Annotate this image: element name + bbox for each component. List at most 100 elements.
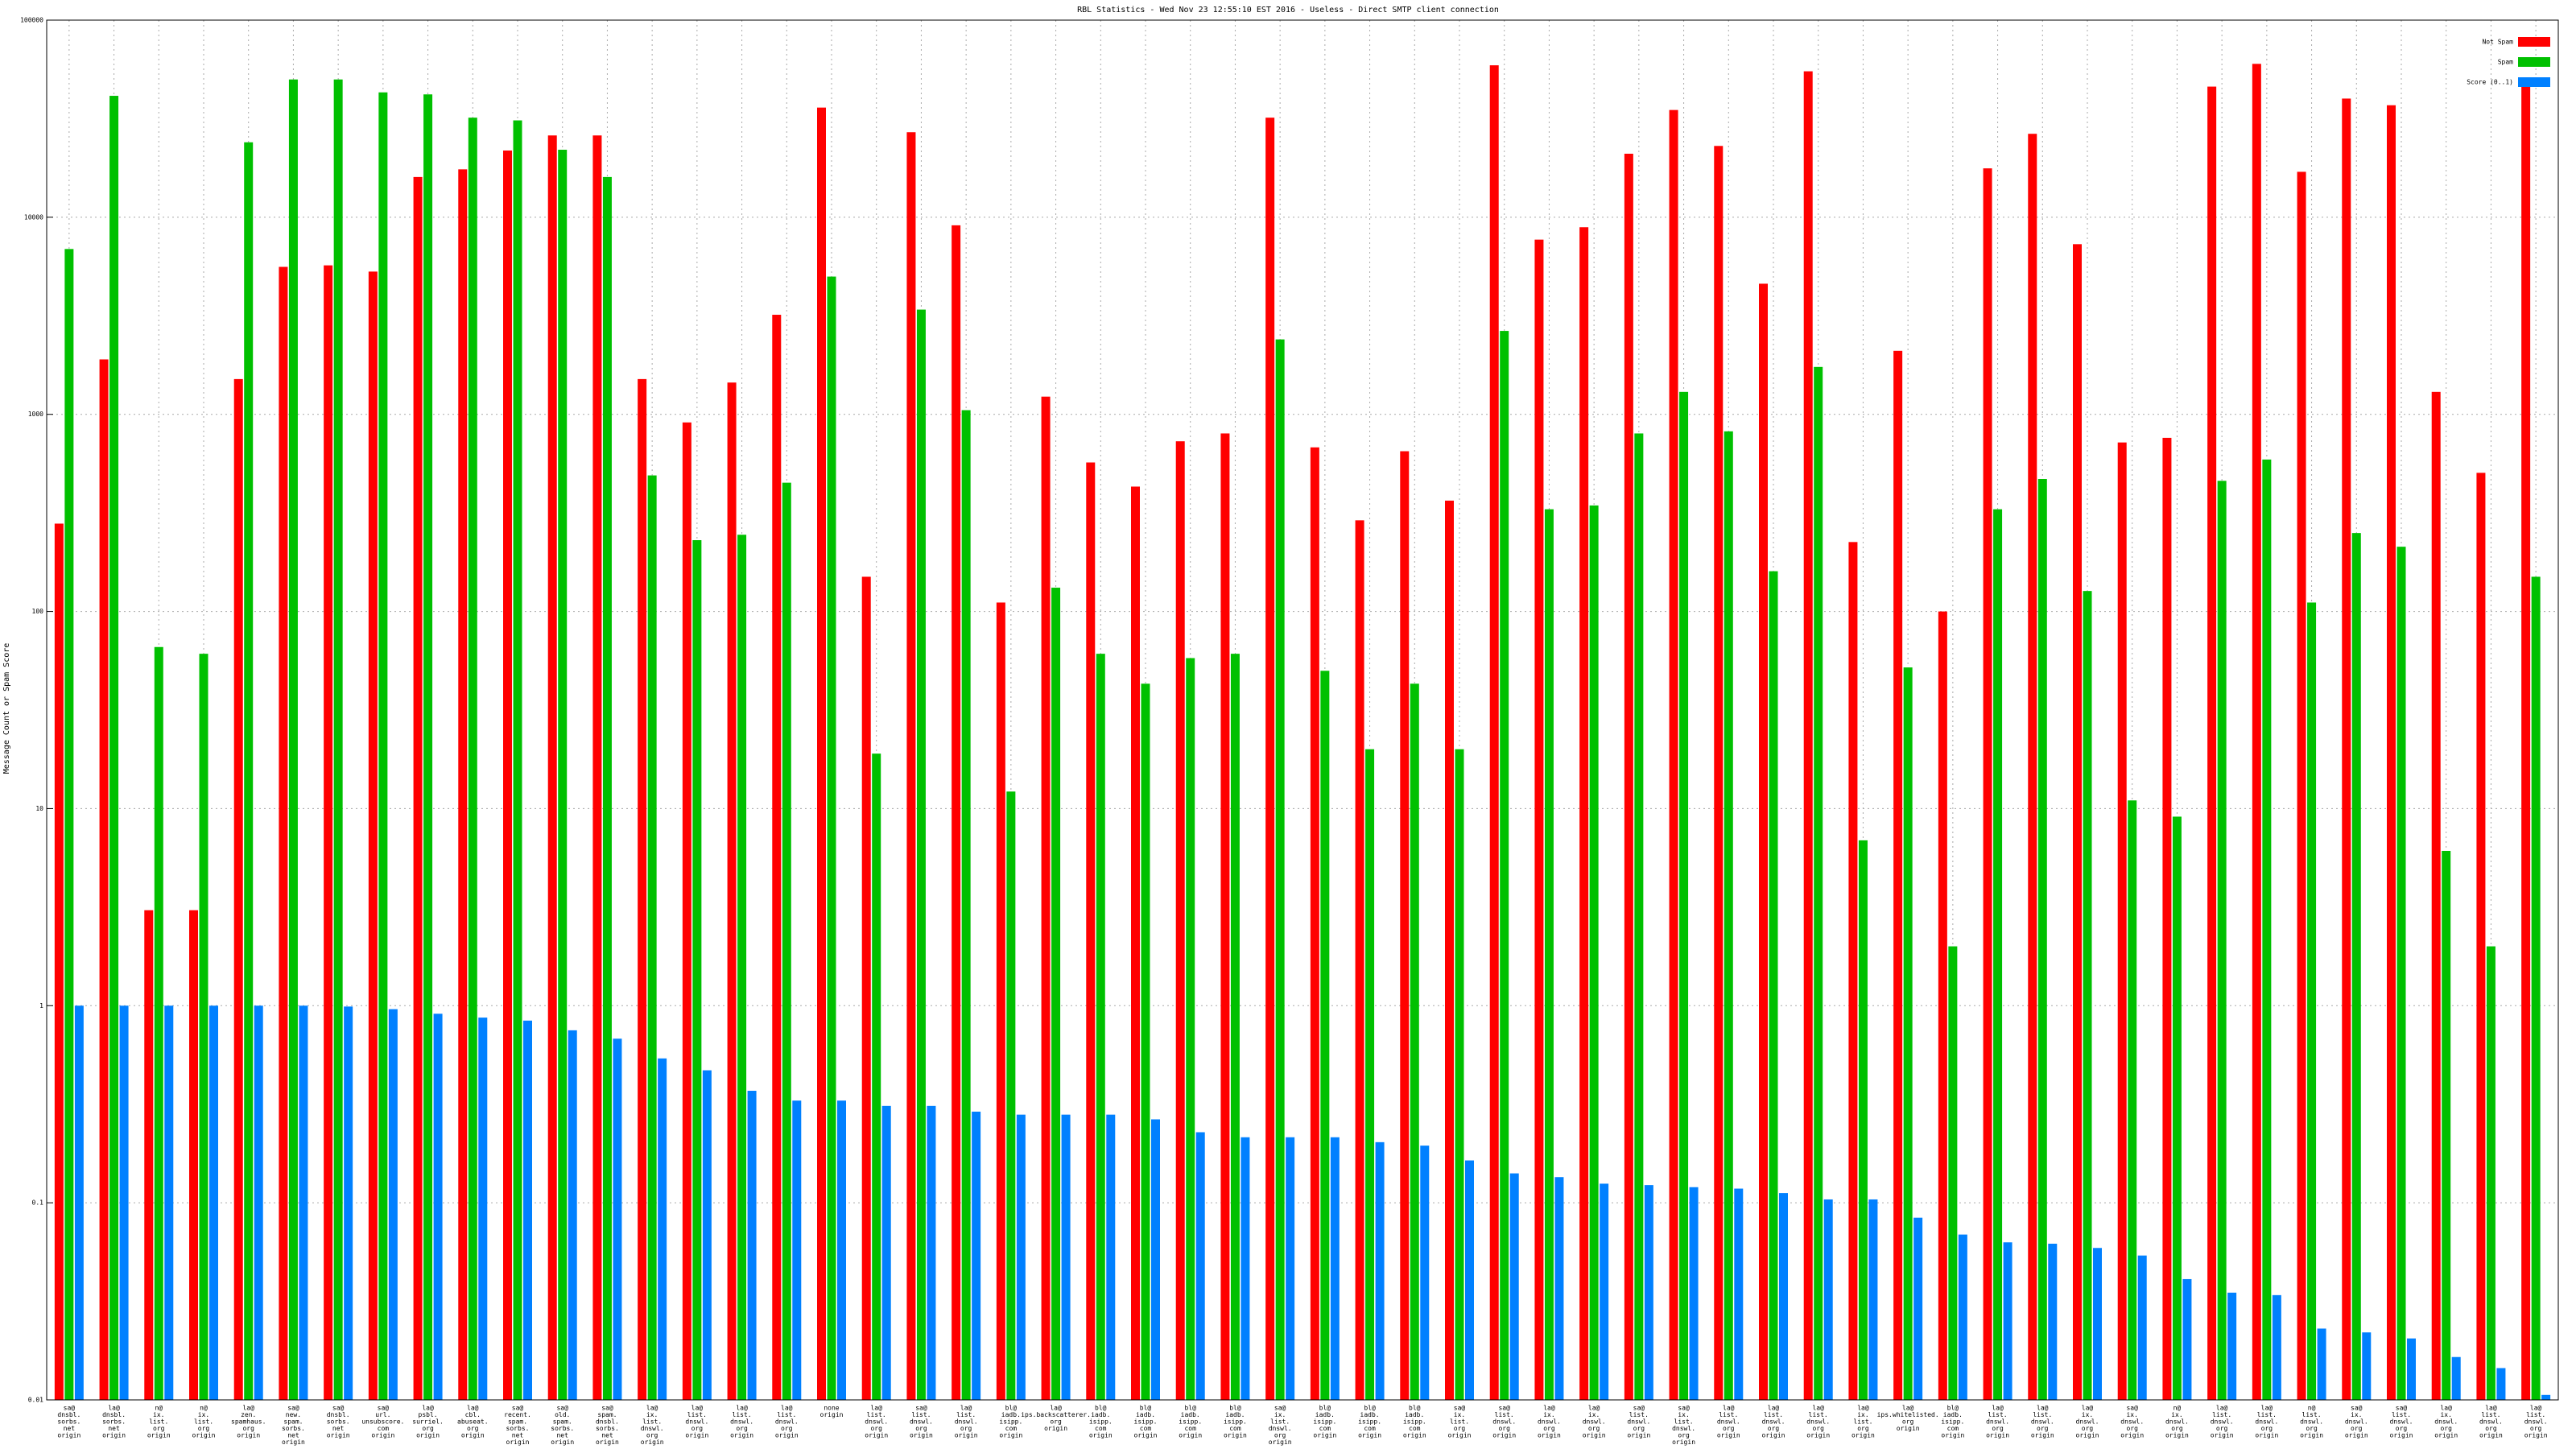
x-tick-label: org [781,1425,793,1432]
x-tick-label: ix. [1543,1411,1554,1418]
bar [972,1111,981,1400]
x-tick-label: isipp. [1134,1418,1158,1426]
x-tick-label: org [2171,1425,2183,1432]
x-tick-label: org [646,1432,658,1439]
bar [1445,500,1454,1400]
bar [2252,64,2261,1400]
x-tick-label: net [108,1425,120,1432]
bar [1195,1132,1205,1400]
x-tick-label: sorbs. [506,1425,530,1432]
bar [1500,331,1509,1401]
x-tick-label: la@ [1857,1405,1869,1412]
x-tick-label: la@ [242,1405,254,1412]
x-tick-label: org [691,1425,704,1432]
bar [2496,1368,2506,1400]
x-tick-label: origin [2211,1432,2234,1439]
bar [1241,1137,1250,1400]
bar [1803,71,1813,1400]
bar [1589,505,1599,1400]
bar [547,135,557,1401]
legend-swatch [2518,57,2550,67]
bar [1644,1185,1653,1400]
bar [2442,850,2451,1400]
x-tick-label: list. [687,1411,707,1418]
x-tick-label: bl@ [1140,1405,1152,1412]
bar [1086,462,1096,1401]
x-tick-label: psbl. [419,1411,438,1418]
x-tick-label: origin [2031,1432,2054,1439]
x-tick-label: n@ [2174,1405,2182,1412]
x-tick-label: origin [1134,1432,1158,1439]
bar [647,475,657,1400]
bar [1041,396,1051,1400]
bar [2128,800,2137,1400]
x-tick-label: org [2216,1425,2228,1432]
x-tick-label: origin [1583,1432,1606,1439]
x-tick-label: dnswl. [685,1418,708,1426]
x-tick-label: ix. [1678,1411,1689,1418]
x-tick-label: origin [1852,1432,1875,1439]
bar [1375,1141,1385,1400]
x-tick-label: list. [911,1411,931,1418]
bar [827,276,836,1400]
x-tick-label: org [1498,1425,1510,1432]
bar [2137,1255,2147,1400]
x-tick-label: list. [642,1418,662,1426]
x-tick-label: dnswl. [2524,1418,2548,1426]
x-tick-label: sorbs. [596,1425,619,1432]
x-tick-label: origin [1986,1432,2009,1439]
bar [1734,1188,1744,1400]
x-tick-label: surriel. [412,1418,444,1426]
bar [1848,542,1858,1400]
x-tick-label: bl@ [1364,1405,1376,1412]
x-tick-label: dnswl. [2345,1418,2368,1426]
bar [1455,749,1464,1400]
x-tick-label: list. [1674,1418,1694,1426]
bar [1275,339,1285,1401]
x-tick-label: dnsbl. [596,1418,619,1426]
bar [916,309,926,1400]
x-tick-label: sa@ [2396,1405,2408,1412]
x-tick-label: org [2530,1425,2542,1432]
x-tick-label: abuseat. [457,1418,489,1426]
bar [2351,533,2361,1400]
x-tick-label: isipp. [1224,1418,1247,1426]
x-tick-label: origin [461,1432,485,1439]
bar [164,1005,174,1400]
x-tick-label: n@ [2308,1405,2316,1412]
x-tick-label: org [1902,1418,1914,1426]
x-tick-label: list. [2257,1411,2277,1418]
x-tick-label: la@ [646,1405,658,1412]
x-tick-label: origin [2120,1432,2144,1439]
x-tick-label: org [1543,1425,1555,1432]
x-tick-label: list. [2481,1411,2500,1418]
x-tick-label: org [1992,1425,2004,1432]
bar [2486,946,2496,1400]
bar [2073,244,2082,1401]
x-tick-label: spam. [597,1411,617,1418]
x-tick-label: la@ [1588,1405,1600,1412]
x-tick-label: origin [551,1439,574,1446]
x-tick-label: isipp. [1089,1418,1113,1426]
y-tick-label: 10 [35,805,43,812]
x-tick-label: la@ [960,1405,972,1412]
x-tick-label: sa@ [512,1405,524,1412]
x-tick-label: origin [685,1432,708,1439]
y-tick-label: 10000 [24,213,43,221]
x-tick-label: la@ [2530,1405,2542,1412]
bar [1051,588,1061,1400]
bar [344,1006,353,1400]
x-tick-label: dnswl. [1806,1418,1830,1426]
x-tick-label: list. [1270,1418,1290,1426]
x-tick-label: origin [1672,1439,1695,1446]
bar [388,1009,398,1400]
bar [413,176,423,1400]
x-tick-label: list. [1809,1411,1828,1418]
x-tick-label: bl@ [1184,1405,1196,1412]
x-tick-label: org [1050,1418,1062,1426]
bar [1420,1146,1430,1400]
x-tick-label: org [1723,1425,1735,1432]
x-tick-label: origin [2390,1432,2413,1439]
bar [1544,509,1554,1400]
y-tick-label: 1 [39,1002,43,1009]
